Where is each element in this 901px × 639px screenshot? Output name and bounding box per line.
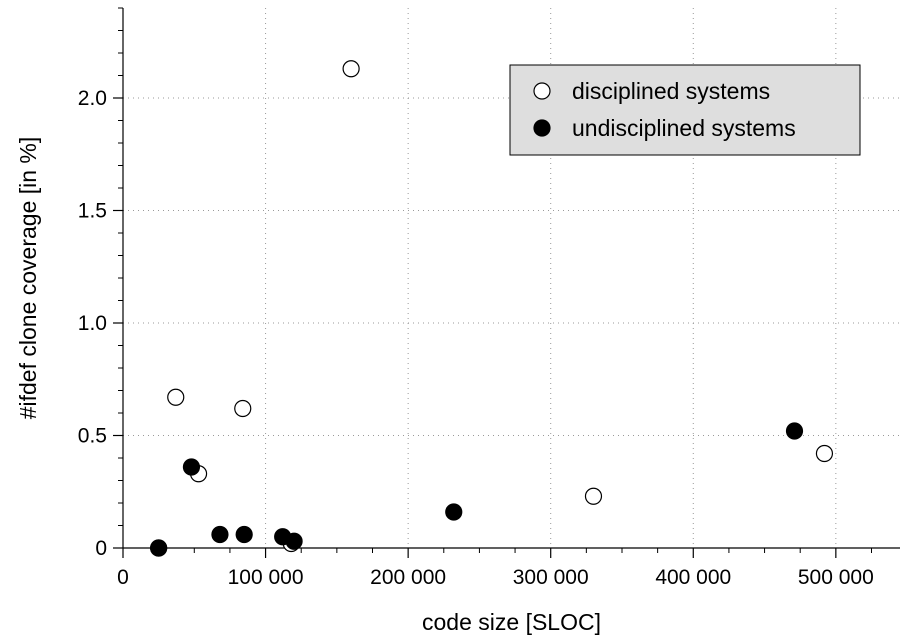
- disciplined-point-6: [584, 487, 603, 505]
- x-axis-title: code size [SLOC]: [422, 609, 601, 635]
- undisciplined-point-5: [285, 532, 303, 550]
- disciplined-point-5: [342, 60, 360, 78]
- x-tick-label-4: 400 000: [655, 566, 731, 589]
- x-tick-label-3: 300 000: [513, 566, 589, 589]
- ticks: [113, 7, 872, 558]
- legend-entry-undisciplined: undisciplined systems: [572, 115, 796, 141]
- undisciplined-point-6: [445, 503, 463, 521]
- disciplined-point-1: [167, 388, 185, 406]
- y-tick-label-1: 0.5: [78, 425, 107, 448]
- legend-box: [509, 64, 861, 156]
- x-tick-label-0: 0: [117, 566, 129, 589]
- undisciplined-point-1: [182, 458, 201, 476]
- legend-marker-undisciplined: [533, 119, 551, 137]
- x-tick-label-2: 200 000: [370, 566, 446, 589]
- legend: disciplined systems undisciplined system…: [509, 64, 861, 156]
- undisciplined-point-3: [235, 525, 253, 544]
- undisciplined-point-0: [150, 539, 168, 557]
- legend-entry-disciplined: disciplined systems: [572, 78, 770, 104]
- disciplined-point-7: [815, 444, 834, 463]
- y-tick-label-4: 2.0: [78, 87, 107, 110]
- x-tick-label-5: 500 000: [798, 566, 874, 589]
- y-tick-label-3: 1.5: [78, 200, 107, 223]
- legend-marker-disciplined: [533, 82, 551, 100]
- y-axis-title: #ifdef clone coverage [in %]: [15, 137, 41, 420]
- data-points: [150, 60, 834, 557]
- undisciplined-point-7: [785, 422, 804, 440]
- disciplined-point-3: [234, 399, 252, 418]
- tick-labels: 0 100 000 200 000 300 000 400 000 500 000 0 0.5…: [78, 87, 874, 589]
- undisciplined-point-2: [211, 525, 229, 544]
- x-tick-label-1: 100 000: [228, 566, 304, 589]
- y-tick-label-0: 0: [95, 537, 107, 560]
- y-tick-label-2: 1.0: [78, 312, 107, 335]
